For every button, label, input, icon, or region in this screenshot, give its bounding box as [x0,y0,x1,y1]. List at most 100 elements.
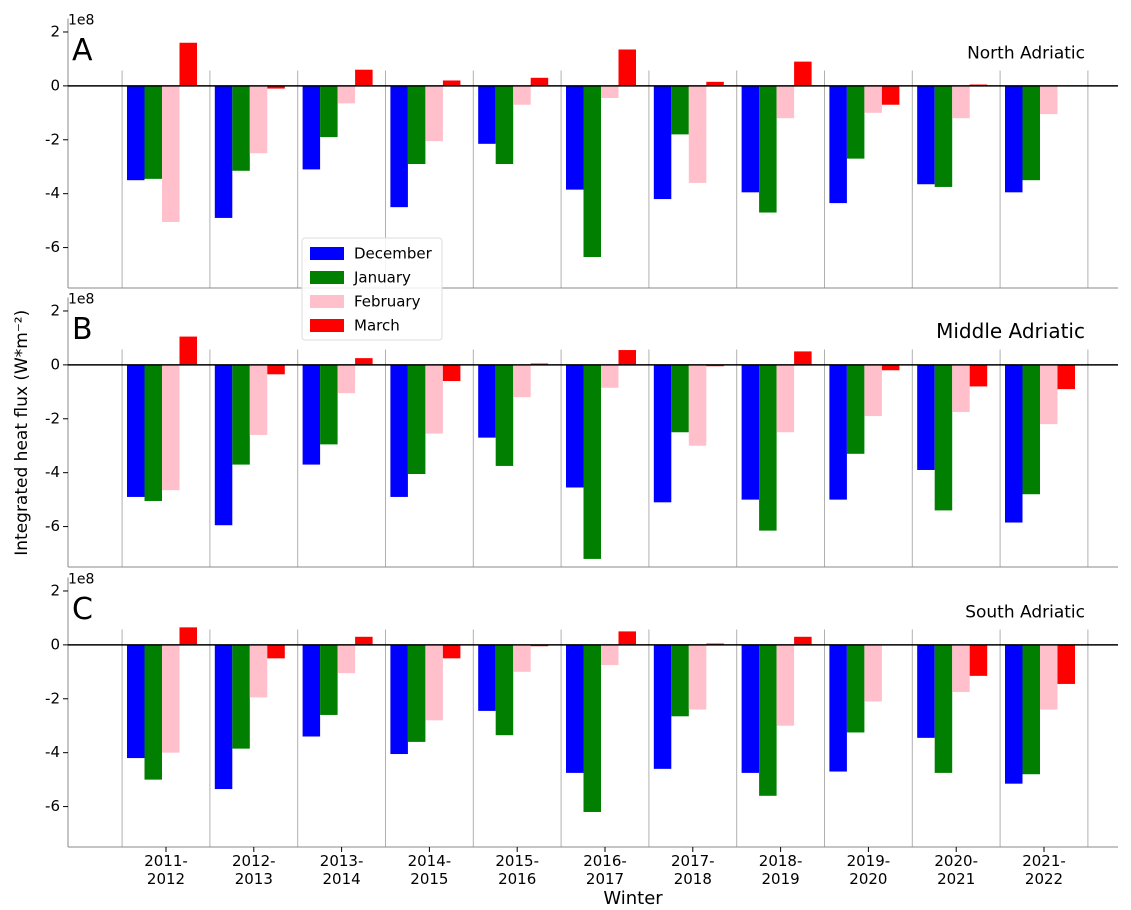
bar [969,364,988,387]
bar [513,644,531,672]
panel-label: A [72,33,93,68]
bar [846,644,865,733]
bar [794,636,812,645]
bar [337,364,356,394]
bar [1040,364,1058,425]
y-axis-label: Integrated heat flux (W*m⁻²) [12,310,32,556]
bar [969,644,988,676]
y-tick-label: -6 [45,238,60,256]
bar [881,364,900,371]
bar [249,85,268,154]
legend-label: February [354,293,421,311]
bar [267,364,285,375]
bar [1022,85,1040,181]
bar [355,358,373,365]
y-tick-label: -4 [45,743,60,761]
bar [1057,644,1075,684]
bar [249,644,268,698]
bar [214,644,233,790]
bar [425,644,443,721]
y-tick-label: -4 [45,463,60,481]
bar [846,364,865,454]
bar [864,85,882,113]
bar [776,364,795,433]
x-tick-label: 2011- 2012 [144,852,188,888]
x-tick-label: 2021- 2022 [1022,852,1066,888]
bar [776,644,795,726]
y-tick-label: 0 [50,355,60,373]
y-tick-label: 2 [50,22,60,40]
bar [267,644,285,659]
bar [495,364,514,466]
bar [952,364,970,413]
y-tick-label: 0 [50,76,60,94]
bar [302,85,321,170]
bar [706,81,724,86]
legend-swatch [310,295,344,308]
bar [495,85,514,165]
bar [776,85,795,119]
bar [127,85,145,181]
bar [917,644,935,738]
legend-label: January [353,269,411,287]
bar [302,364,321,465]
y-tick-label: -2 [45,409,60,427]
bar [390,364,408,497]
panel-title: North Adriatic [967,44,1085,64]
bar [566,85,584,190]
bar [1022,644,1040,775]
bar [566,364,584,488]
bar [442,364,461,382]
legend-label: December [354,245,433,263]
bar [618,49,636,86]
bar [355,636,373,645]
y-tick-label: -4 [45,184,60,202]
bar [320,364,338,445]
legend-swatch [310,271,344,284]
bar [759,364,777,531]
y-tick-label: 0 [50,635,60,653]
bar [1005,85,1023,193]
bar [917,364,935,470]
x-tick-label: 2012- 2013 [232,852,276,888]
bar [442,644,461,659]
bar [741,644,760,773]
bar [759,644,777,796]
bar [653,85,672,200]
x-tick-label: 2014- 2015 [407,852,452,888]
bar [864,364,882,417]
bar [320,85,338,138]
legend-swatch [310,247,344,260]
bar [214,85,233,218]
bar [934,85,953,187]
bar [741,85,760,193]
y-tick-label: -2 [45,130,60,148]
bar [688,364,707,446]
y-tick-label: -6 [45,797,60,815]
offset-text: 1e8 [68,292,94,308]
bar [302,644,321,737]
bar [390,644,408,755]
x-tick-label: 2013- 2014 [319,852,364,888]
bar [829,644,847,772]
bar [794,61,812,86]
bar [829,364,847,500]
bar [530,77,549,86]
bar [478,364,496,438]
bar [179,336,197,365]
bar [355,69,373,86]
legend-swatch [310,319,344,332]
bar [688,644,707,710]
panel-title: South Adriatic [965,603,1085,623]
bar [794,351,812,365]
bar [864,644,882,702]
bar [320,644,338,715]
bar [952,85,970,119]
bar [513,364,531,398]
bar [1057,364,1075,390]
legend-label: March [354,317,400,335]
bar [232,85,250,171]
bar [917,85,935,185]
bar [232,644,250,749]
